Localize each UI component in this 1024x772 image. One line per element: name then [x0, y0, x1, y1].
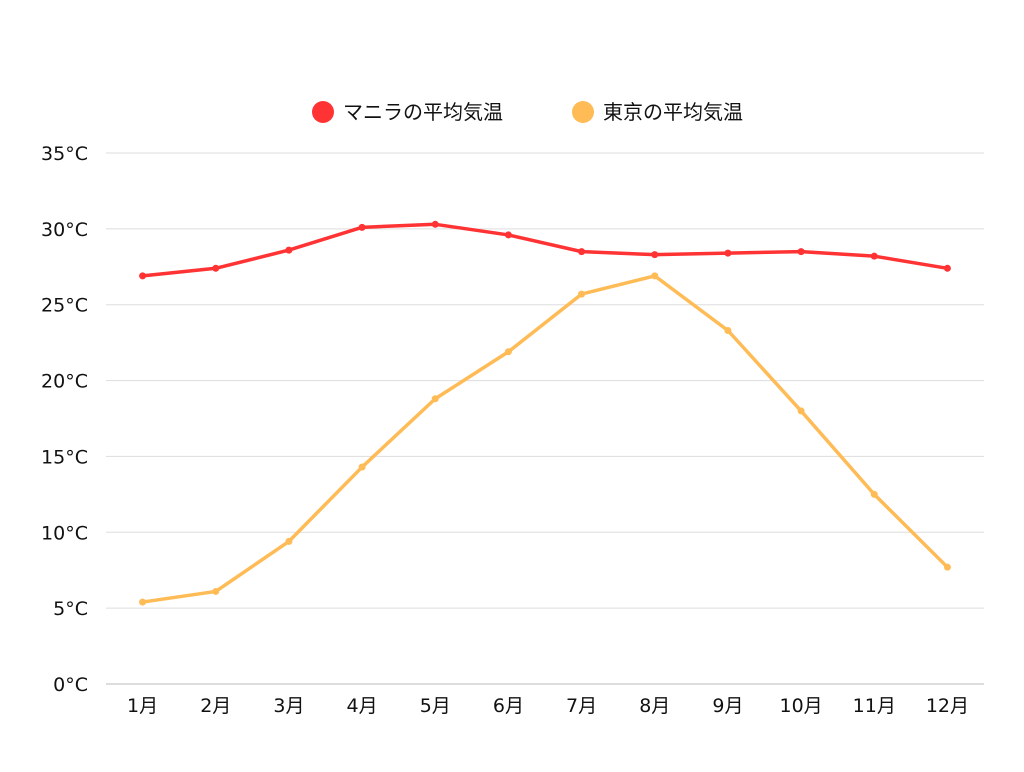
data-point [578, 290, 586, 298]
data-point [139, 272, 147, 280]
x-tick-label: 3月 [273, 695, 304, 717]
data-point [651, 272, 659, 280]
x-tick-label: 2月 [200, 695, 231, 717]
x-tick-label: 4月 [347, 695, 378, 717]
x-tick-label: 6月 [493, 695, 524, 717]
data-point [212, 587, 220, 595]
data-point [870, 252, 878, 260]
data-point [139, 598, 147, 606]
y-tick-label: 25°C [41, 295, 88, 317]
data-point [724, 249, 732, 257]
series-line [142, 274, 949, 604]
x-tick-label: 9月 [712, 695, 743, 717]
data-point [358, 223, 366, 231]
data-point [651, 251, 659, 259]
data-point [578, 248, 586, 256]
data-point [724, 327, 732, 335]
legend-marker [312, 101, 334, 123]
data-point [431, 220, 439, 228]
data-point [212, 264, 220, 272]
series-line [142, 222, 948, 278]
x-tick-label: 7月 [566, 695, 597, 717]
x-tick-label: 12月 [926, 695, 969, 717]
x-tick-label: 10月 [779, 695, 822, 717]
data-point [797, 248, 805, 256]
data-point [797, 407, 805, 415]
data-point [870, 490, 878, 498]
y-tick-label: 35°C [41, 143, 88, 165]
data-point [431, 395, 439, 403]
x-tick-label: 5月 [420, 695, 451, 717]
y-tick-label: 20°C [41, 371, 88, 393]
x-tick-label: 11月 [853, 695, 896, 717]
y-tick-label: 5°C [53, 598, 88, 620]
data-point [943, 563, 951, 571]
y-tick-label: 0°C [53, 674, 88, 696]
x-tick-label: 1月 [127, 695, 158, 717]
data-point [504, 231, 512, 239]
data-point [358, 463, 366, 471]
data-point [943, 264, 951, 272]
data-point [285, 246, 293, 254]
legend-marker [572, 101, 594, 123]
y-tick-label: 30°C [41, 219, 88, 241]
x-tick-label: 8月 [639, 695, 670, 717]
data-point [504, 348, 512, 356]
y-tick-label: 15°C [41, 446, 88, 468]
legend-label: 東京の平均気温 [603, 100, 743, 124]
data-point [285, 537, 293, 545]
legend-label: マニラの平均気温 [343, 100, 503, 124]
y-tick-label: 10°C [41, 522, 88, 544]
